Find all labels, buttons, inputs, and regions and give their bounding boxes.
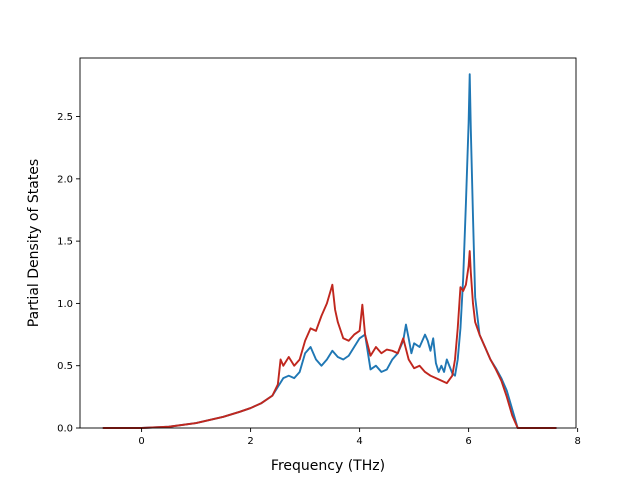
series-line-1 (102, 73, 557, 429)
y-axis-title: Partial Density of States (26, 159, 42, 327)
plot-area-background (80, 58, 576, 428)
x-tick-label: 2 (247, 436, 253, 447)
y-tick-label: 2.0 (57, 174, 73, 185)
x-tick-label: 8 (574, 436, 580, 447)
x-tick-label: 4 (356, 436, 362, 447)
y-axis: 0.0 0.5 1.0 1.5 2.0 2.5 (57, 112, 80, 435)
series-layer (102, 73, 557, 429)
y-tick-label: 1.5 (57, 237, 73, 248)
x-tick-label: 0 (138, 436, 144, 447)
y-tick-label: 0.0 (57, 424, 73, 435)
series-line-2 (102, 250, 557, 429)
x-tick-label: 6 (465, 436, 471, 447)
y-tick-label: 2.5 (57, 112, 73, 123)
x-axis: 0 2 4 6 8 (138, 428, 581, 447)
plot-frame (79, 57, 577, 429)
y-tick-label: 0.5 (57, 361, 73, 372)
y-tick-label: 1.0 (57, 299, 73, 310)
x-axis-title: Frequency (THz) (271, 458, 385, 474)
